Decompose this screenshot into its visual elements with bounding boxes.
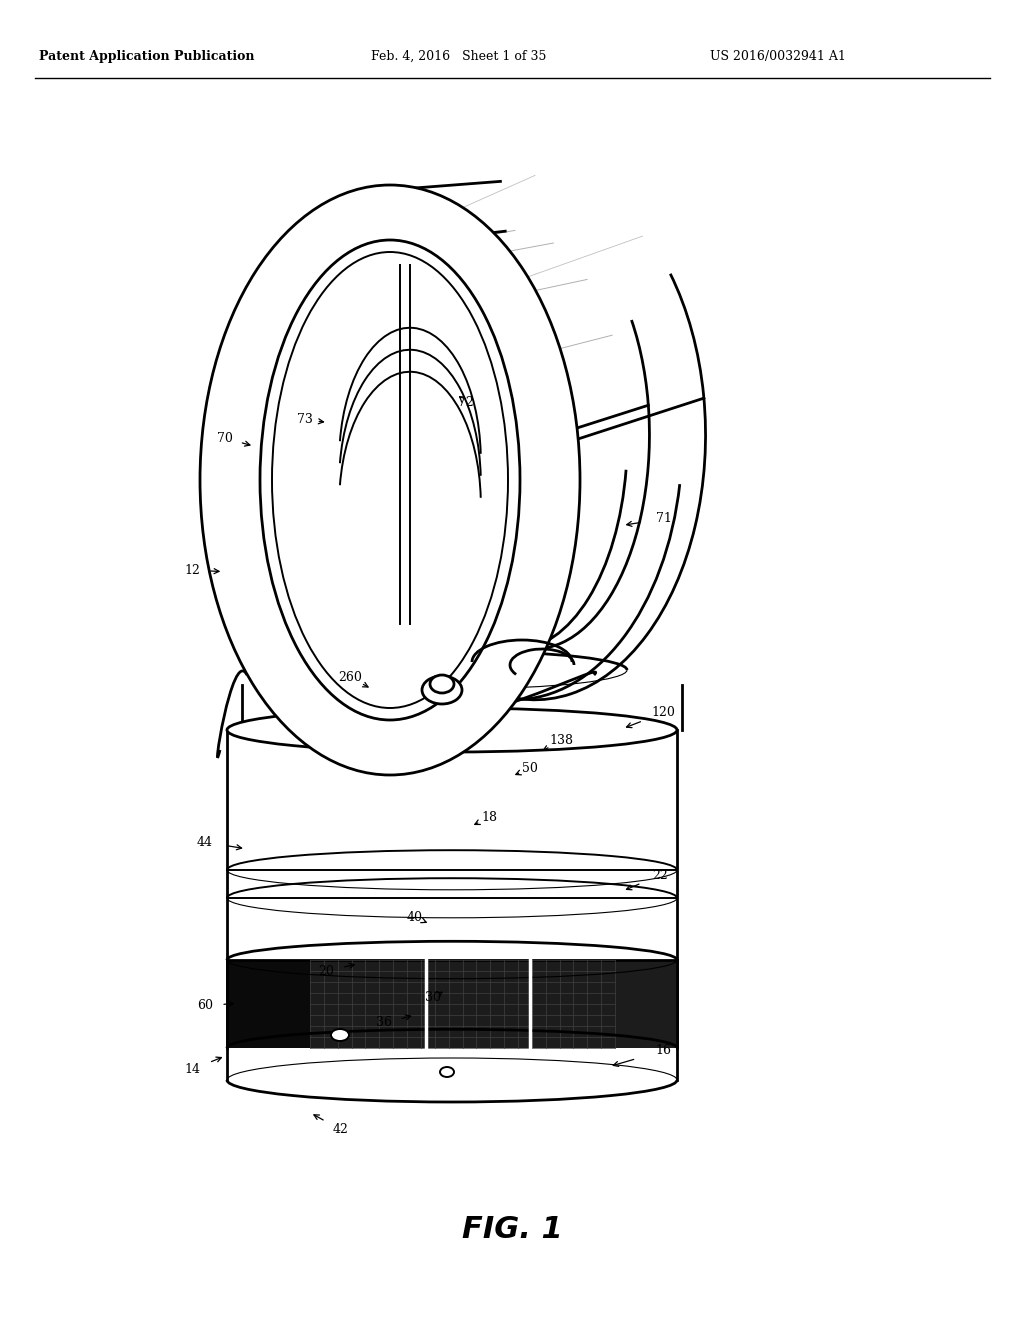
Text: 16: 16 [655,1044,672,1057]
Text: Patent Application Publication: Patent Application Publication [39,50,254,63]
Text: 138: 138 [549,734,573,747]
Text: 14: 14 [184,1063,201,1076]
Ellipse shape [260,240,520,719]
Text: 120: 120 [651,706,676,719]
Ellipse shape [331,1030,349,1041]
Text: US 2016/0032941 A1: US 2016/0032941 A1 [710,50,846,63]
Text: 260: 260 [338,671,362,684]
Text: 73: 73 [297,413,313,426]
Bar [227,960,310,1048]
Ellipse shape [272,252,508,708]
Ellipse shape [422,676,462,704]
Text: 60: 60 [197,999,213,1012]
Text: 20: 20 [317,965,334,978]
Text: 36: 36 [376,1016,392,1030]
Text: FIG. 1: FIG. 1 [462,1216,562,1245]
Ellipse shape [430,675,454,693]
Text: 18: 18 [481,810,498,824]
Text: 44: 44 [197,836,213,849]
Text: 12: 12 [184,564,201,577]
Bar [310,960,615,1048]
Ellipse shape [440,1067,454,1077]
Text: 30: 30 [425,991,441,1005]
Ellipse shape [227,708,677,752]
Text: 42: 42 [333,1123,349,1137]
Text: 50: 50 [522,762,539,775]
Text: 22: 22 [652,869,669,882]
Text: Feb. 4, 2016   Sheet 1 of 35: Feb. 4, 2016 Sheet 1 of 35 [371,50,546,63]
Ellipse shape [200,185,580,775]
Bar [615,960,677,1048]
Text: 70: 70 [217,432,233,445]
Text: 72: 72 [458,396,474,409]
Text: 40: 40 [407,911,423,924]
Text: 71: 71 [655,512,672,525]
